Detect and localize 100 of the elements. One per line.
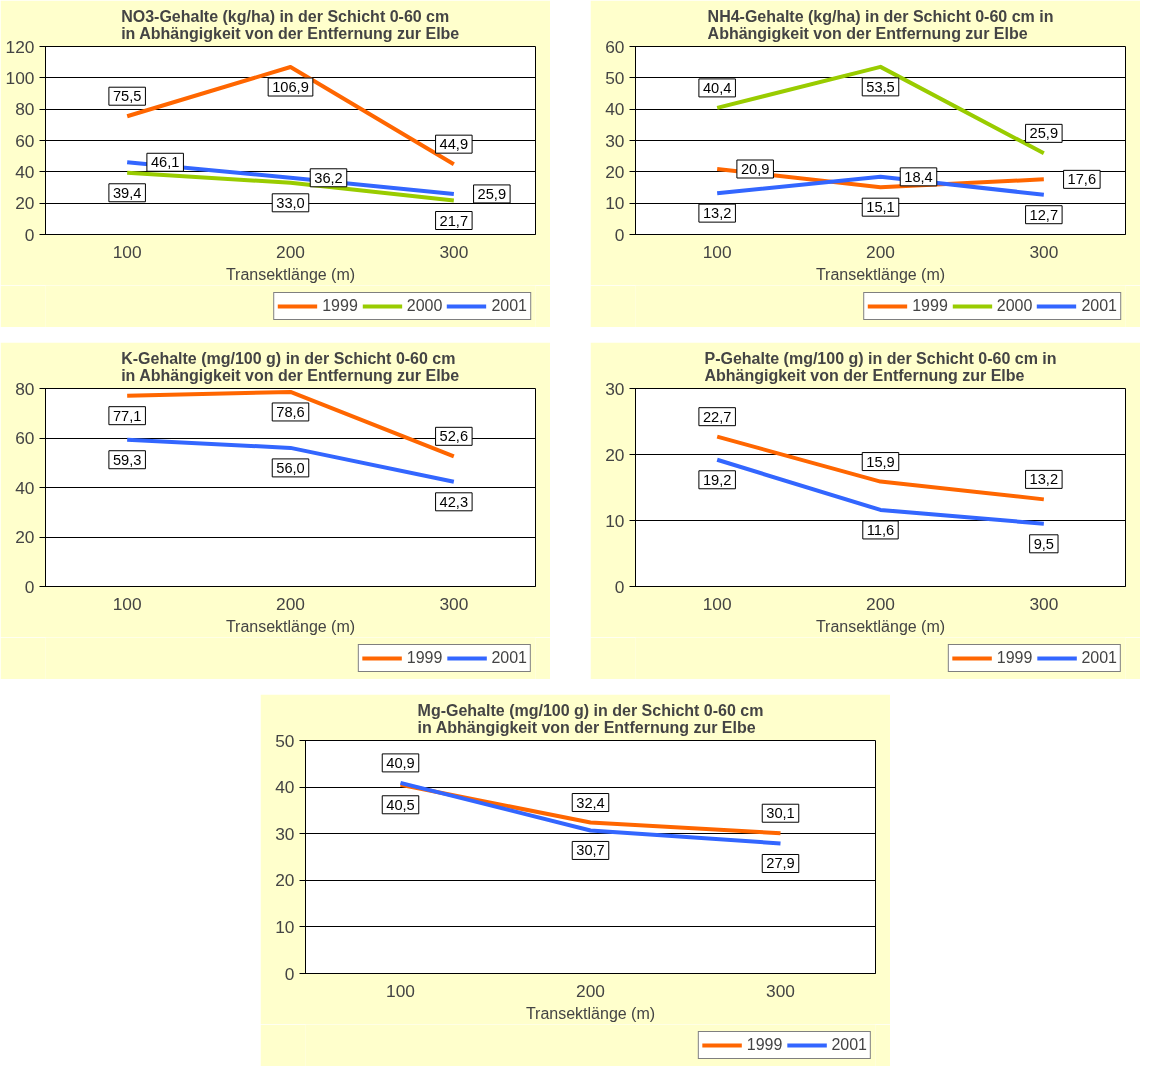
y-tick-label: 0 [24,576,35,597]
data-label: 17,6 [1067,171,1097,188]
data-label: 13,2 [702,205,732,222]
data-label: 59,3 [112,451,142,468]
y-tick-label: 50 [275,730,295,751]
data-label: 40,5 [386,796,415,813]
legend-label: 2000 [406,297,443,315]
legend-label: 1999 [746,1036,783,1054]
data-label: 9,5 [1033,535,1055,552]
x-tick-label: 200 [866,241,895,262]
y-tick-label: 30 [605,378,625,399]
y-tick-label: 30 [605,130,625,151]
data-label: 40,4 [702,79,732,96]
y-tick-label: 80 [15,99,35,120]
data-label: 77,1 [112,407,142,424]
y-tick-label: 20 [15,527,35,547]
y-tick-label: 50 [605,67,625,88]
y-tick-label: 100 [5,67,35,88]
x-axis-title: Transektlänge (m) [525,1004,656,1022]
y-tick-label: 40 [605,99,625,120]
data-label: 20,9 [740,161,770,178]
legend-label: 2001 [1081,649,1117,667]
data-label: 21,7 [439,212,469,229]
data-label: 46,1 [150,154,180,171]
data-label: 11,6 [866,521,895,538]
y-tick-label: 60 [605,36,625,57]
data-label: 33,0 [276,194,305,211]
x-tick-label: 300 [766,980,795,1001]
x-tick-label: 300 [1029,593,1059,614]
legend-label: 2001 [491,297,527,315]
data-label: 30,1 [766,805,795,822]
y-tick-label: 0 [24,224,35,245]
x-tick-label: 200 [276,593,305,614]
data-label: 52,6 [439,428,469,445]
data-label: 13,2 [1029,471,1059,488]
data-label: 12,7 [1029,206,1059,223]
data-label: 44,9 [439,136,469,153]
y-tick-label: 0 [614,576,625,597]
data-label: 22,7 [702,408,732,425]
x-tick-label: 100 [112,241,142,262]
y-tick-label: 0 [614,224,625,245]
y-tick-label: 40 [275,777,295,798]
x-axis-title: Transektlänge (m) [225,265,356,283]
y-tick-label: 20 [605,161,625,182]
legend-label: 2001 [831,1036,867,1054]
y-tick-label: 20 [605,444,625,465]
data-label: 78,6 [276,403,305,420]
data-label: 75,5 [112,88,142,105]
legend-label: 2000 [996,297,1033,315]
chart-title: Mg-Gehalte (mg/100 g) in der Schicht 0-60 cm in Abhängigkeit von der Entfernung zur Elbe [417,701,764,736]
x-tick-label: 100 [702,593,732,614]
legend-label: 2001 [1081,297,1117,315]
legend-label: 1999 [322,297,358,315]
data-label: 15,1 [866,199,895,216]
y-tick-label: 10 [605,510,625,531]
x-axis-title: Transektlänge (m) [815,265,946,283]
legend-label: 1999 [996,649,1033,667]
x-tick-label: 300 [439,593,469,614]
data-label: 27,9 [766,855,795,872]
data-label: 53,5 [866,78,895,95]
data-label: 106,9 [272,79,309,96]
x-tick-label: 200 [276,241,305,262]
chart-title: K-Gehalte (mg/100 g) in der Schicht 0-60 cm in Abhängigkeit von der Entfernung zur Elbe [121,349,460,384]
x-axis-title: Transektlänge (m) [815,617,946,635]
x-tick-label: 300 [439,241,469,262]
chart-title: NH4-Gehalte (kg/ha) in der Schicht 0-60 cm in Abhängigkeit von der Entfernung zur Elbe [707,7,1054,42]
legend-label: 1999 [406,649,443,667]
data-label: 39,4 [112,184,142,201]
data-label: 36,2 [314,169,343,186]
chart-title: NO3-Gehalte (kg/ha) in der Schicht 0-60 cm in Abhängigkeit von der Entfernung zur Elbe [121,7,460,42]
data-label: 30,7 [576,842,605,859]
y-tick-label: 40 [15,477,35,498]
y-tick-label: 10 [605,193,625,214]
x-tick-label: 200 [866,593,895,614]
data-label: 40,9 [386,754,415,771]
x-tick-label: 300 [1029,241,1059,262]
y-tick-label: 10 [275,916,295,937]
data-label: 18,4 [904,168,933,185]
y-tick-label: 60 [15,428,35,448]
data-label: 25,9 [477,185,507,202]
data-label: 32,4 [576,794,605,811]
y-tick-label: 80 [15,378,35,399]
y-tick-label: 40 [15,161,35,182]
data-label: 25,9 [1029,125,1059,142]
y-tick-label: 20 [275,870,295,891]
x-tick-label: 100 [386,980,415,1001]
legend-label: 2001 [491,649,527,667]
x-tick-label: 100 [112,593,142,614]
y-tick-label: 120 [5,36,35,57]
data-label: 15,9 [866,453,895,470]
y-tick-label: 60 [15,130,35,151]
data-label: 19,2 [702,471,732,488]
y-tick-label: 30 [275,823,295,844]
x-tick-label: 200 [576,980,605,1001]
chart-title: P-Gehalte (mg/100 g) in der Schicht 0-60 cm in Abhängigkeit von der Entfernung zur Elbe [704,349,1057,384]
data-label: 56,0 [276,459,305,476]
data-label: 42,3 [439,493,469,510]
x-axis-title: Transektlänge (m) [225,617,356,635]
x-tick-label: 100 [702,241,732,262]
y-tick-label: 20 [15,193,35,214]
